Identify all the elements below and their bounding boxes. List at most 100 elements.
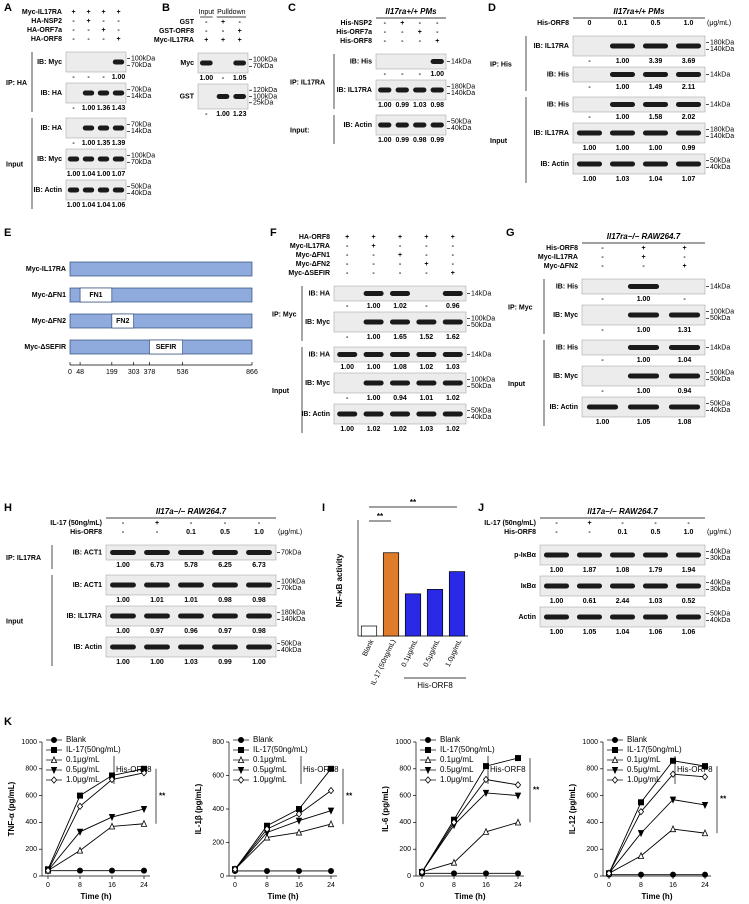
band [576, 614, 603, 620]
quant-value: 1.02 [446, 395, 460, 402]
marker-label: 50kDa [471, 322, 491, 329]
group-label: His-ORF8 [303, 765, 339, 774]
panel-title: Il17a−/− RAW264.7 [156, 507, 227, 516]
x-axis-label: Time (h) [642, 892, 673, 901]
quant-value: 0.96 [446, 303, 460, 310]
band [413, 122, 427, 128]
series-line [234, 790, 332, 870]
band [363, 291, 384, 296]
condition-mark: - [156, 529, 159, 536]
band [112, 59, 125, 65]
quant-value: 1.03 [420, 426, 434, 433]
band [212, 613, 238, 619]
quant-value: 1.02 [367, 426, 381, 433]
condition-mark: + [682, 245, 686, 252]
condition-mark: + [204, 37, 208, 44]
condition-mark: - [654, 520, 657, 527]
y-tick-label: 200 [586, 846, 598, 853]
condition-mark: - [401, 29, 404, 36]
y-tick-label: 400 [212, 806, 224, 813]
condition-mark: - [102, 36, 105, 43]
condition-mark: - [87, 36, 90, 43]
y-axis-label: TNF-α (pg/mL) [7, 781, 16, 836]
band [378, 87, 392, 93]
band [413, 87, 427, 93]
data-point [327, 820, 335, 828]
condition-mark: - [452, 261, 455, 268]
quant-value: - [102, 74, 105, 81]
band [144, 613, 170, 619]
quant-value: 1.00 [616, 58, 630, 65]
panel-letter: J [478, 502, 484, 514]
band [416, 319, 437, 325]
band [442, 319, 463, 325]
quant-value: 0.98 [218, 597, 232, 604]
condition-mark: + [435, 38, 439, 45]
series-line [421, 757, 519, 873]
data-point [327, 807, 335, 815]
condition-name: Myc-ΔFN2 [544, 263, 578, 270]
marker-label: 100kDa [281, 579, 305, 586]
band [178, 613, 204, 619]
band [642, 614, 669, 620]
y-axis-label: IL-6 (pg/mL) [381, 786, 390, 832]
blot-label: GST [180, 93, 195, 100]
legend-label: Blank [66, 735, 87, 744]
band [442, 291, 463, 296]
condition-mark: + [398, 234, 402, 241]
blot [572, 153, 706, 175]
quant-value: 1.79 [649, 567, 663, 574]
marker-label: 14kDa [471, 351, 491, 358]
band [609, 72, 636, 77]
condition-mark: + [116, 36, 120, 43]
y-tick-label: 0 [594, 873, 598, 880]
data-point [669, 796, 677, 804]
quant-value: 6.25 [218, 562, 232, 569]
marker-label: 40kDa [131, 190, 151, 197]
band [233, 94, 246, 99]
condition-mark: - [205, 28, 208, 35]
condition-name: HA-ORF8 [31, 36, 62, 43]
blot [65, 51, 127, 73]
condition-mark: - [452, 252, 455, 259]
quant-value: - [87, 74, 90, 81]
quant-value: 1.00 [367, 334, 381, 341]
blot-label: IB: Myc [305, 319, 330, 326]
condition-mark: + [398, 252, 402, 259]
data-point [108, 814, 116, 822]
marker-label: 100kDa [471, 316, 495, 323]
quant-value: 1.00 [82, 140, 96, 147]
quant-value: 1.00 [367, 303, 381, 310]
y-tick-label: 800 [25, 766, 37, 773]
quant-value: 1.00 [616, 114, 630, 121]
marker-label: 50kDa [710, 158, 730, 165]
blot-label: IB: HA [309, 351, 330, 358]
data-point [637, 807, 645, 816]
quant-value: 0.96 [184, 628, 198, 635]
condition-mark: - [419, 38, 422, 45]
quant-value: 1.00 [340, 426, 354, 433]
marker-label: 40kDa [710, 580, 730, 587]
quant-value: 0.52 [682, 598, 696, 605]
condition-mark: + [71, 9, 75, 16]
quant-value: 1.08 [678, 419, 692, 426]
condition-mark: - [425, 243, 428, 250]
series-line [234, 810, 332, 870]
y-tick-label: 800 [399, 766, 411, 773]
condition-name: His-ORF8 [70, 529, 102, 536]
quant-value: 1.35 [97, 140, 111, 147]
band [97, 156, 110, 162]
condition-mark: 1.0 [254, 529, 264, 536]
band [609, 552, 636, 558]
group-label: Input [272, 388, 290, 395]
quant-value: 0.99 [395, 137, 409, 144]
data-point [140, 867, 147, 874]
y-tick-label: 1000 [582, 739, 598, 746]
band [642, 102, 669, 107]
data-point [670, 757, 677, 764]
series-line [608, 760, 706, 874]
group-label: Input [6, 161, 24, 168]
data-point [450, 870, 457, 877]
legend-label: 1.0μg/mL [627, 775, 661, 784]
band [389, 319, 411, 325]
